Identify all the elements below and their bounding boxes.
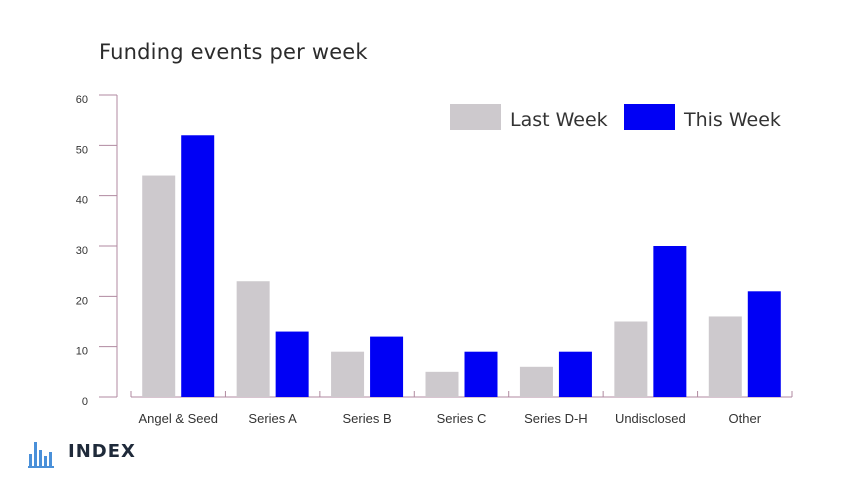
bar-last-week bbox=[331, 351, 365, 397]
bar-this-week bbox=[558, 351, 592, 397]
chart-title: Funding events per week bbox=[99, 40, 368, 64]
bar-last-week bbox=[425, 371, 459, 397]
bar-this-week bbox=[464, 351, 498, 397]
y-tick-label: 30 bbox=[76, 245, 88, 257]
x-category-label: Other bbox=[729, 411, 762, 426]
bar-this-week bbox=[370, 336, 404, 397]
x-category-label: Angel & Seed bbox=[138, 411, 218, 426]
bar-this-week bbox=[275, 331, 309, 397]
x-category-label: Series A bbox=[248, 411, 297, 426]
x-category-label: Series B bbox=[343, 411, 392, 426]
x-category-label: Undisclosed bbox=[615, 411, 686, 426]
bar-this-week bbox=[747, 291, 781, 397]
y-tick-label: 10 bbox=[76, 346, 88, 358]
x-category-label: Series D-H bbox=[524, 411, 588, 426]
legend-swatch bbox=[624, 104, 675, 130]
y-tick-label: 60 bbox=[76, 94, 88, 106]
legend-label: Last Week bbox=[510, 109, 608, 131]
bar-last-week bbox=[236, 281, 270, 397]
bar-last-week bbox=[708, 316, 742, 397]
index-logo: INDEX bbox=[28, 436, 136, 468]
x-category-label: Series C bbox=[437, 411, 487, 426]
y-tick-label: 20 bbox=[76, 295, 88, 307]
y-tick-label: 50 bbox=[76, 144, 88, 156]
y-tick-label: 40 bbox=[76, 195, 88, 207]
logo-text: INDEX bbox=[68, 441, 136, 462]
bar-this-week bbox=[653, 246, 687, 397]
legend-label: This Week bbox=[683, 109, 781, 131]
bar-last-week bbox=[519, 366, 553, 397]
bar-chart-logo-icon bbox=[28, 442, 54, 468]
bar-last-week bbox=[142, 175, 176, 397]
y-tick-label: 0 bbox=[82, 396, 88, 408]
legend-swatch bbox=[450, 104, 501, 130]
bar-last-week bbox=[614, 321, 648, 397]
bar-this-week bbox=[181, 135, 215, 397]
